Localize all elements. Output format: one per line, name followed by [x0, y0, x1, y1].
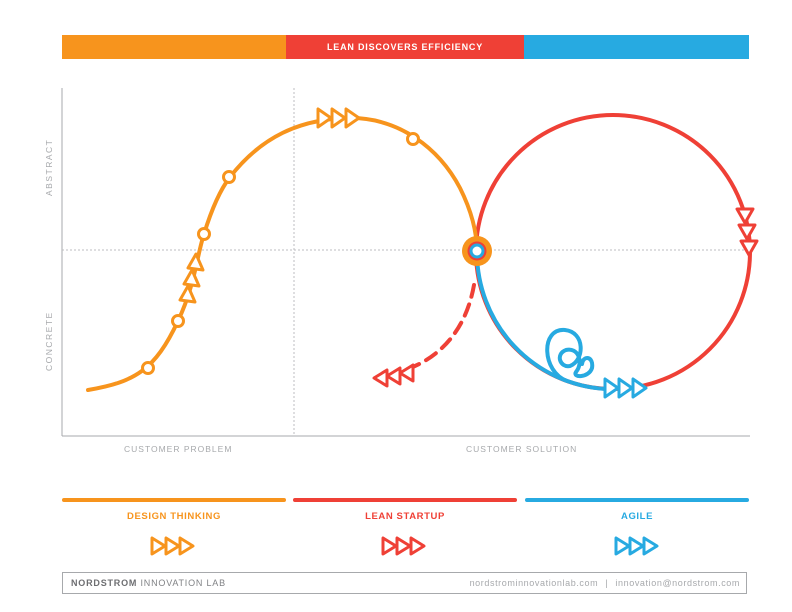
footer-brand-rest: INNOVATION LAB	[137, 578, 226, 588]
footer-brand-bold: NORDSTROM	[71, 578, 138, 588]
agile-arc	[474, 251, 607, 391]
banner-title: LEAN DISCOVERS EFFICIENCY	[326, 42, 483, 52]
x-axis-label-solution: CUSTOMER SOLUTION	[466, 444, 578, 454]
legend-lean-startup-arrows-icon	[381, 536, 426, 556]
banner-design-thinking-segment	[62, 35, 286, 59]
legend-agile-line	[525, 498, 749, 502]
design-thinking-milestones	[141, 132, 420, 375]
legend-agile-label: AGILE	[620, 511, 654, 522]
agile-loops	[545, 328, 595, 383]
pivot-arrows-icon	[372, 363, 415, 388]
y-axis-label-abstract: ABSTRACT	[44, 138, 54, 196]
footer-contact: nordstrominnovationlab.com | innovation@…	[470, 578, 740, 588]
pivot-dashed-path	[403, 283, 476, 372]
footer-brand: NORDSTROM INNOVATION LAB	[71, 578, 226, 588]
legend-design-thinking-label: DESIGN THINKING	[127, 511, 221, 522]
design-thinking-top-arrows-icon	[316, 107, 361, 129]
y-axis-label-concrete: CONCRETE	[44, 311, 54, 371]
legend-lean-startup-label: LEAN STARTUP	[365, 511, 445, 522]
footer-email-link[interactable]: innovation@nordstrom.com	[615, 578, 740, 588]
lean-startup-down-arrows-icon	[735, 207, 759, 257]
agile-arrows-icon	[603, 377, 648, 399]
footer: NORDSTROM INNOVATION LAB nordstrominnova…	[62, 572, 747, 594]
legend-lean-startup-line	[293, 498, 517, 502]
legend-design-thinking-line	[62, 498, 286, 502]
banner-lean-startup-segment: LEAN DISCOVERS EFFICIENCY	[286, 35, 524, 59]
footer-separator: |	[605, 578, 609, 588]
x-axis-label-problem: CUSTOMER PROBLEM	[124, 444, 233, 454]
intersection-node-core	[469, 243, 485, 259]
legend-agile-arrows-icon	[614, 536, 659, 556]
design-thinking-up-arrows-icon	[178, 252, 205, 304]
design-thinking-curve	[86, 115, 479, 392]
footer-website-link[interactable]: nordstrominnovationlab.com	[469, 578, 599, 588]
legend-design-thinking-arrows-icon	[150, 536, 195, 556]
banner-agile-segment	[524, 35, 749, 59]
